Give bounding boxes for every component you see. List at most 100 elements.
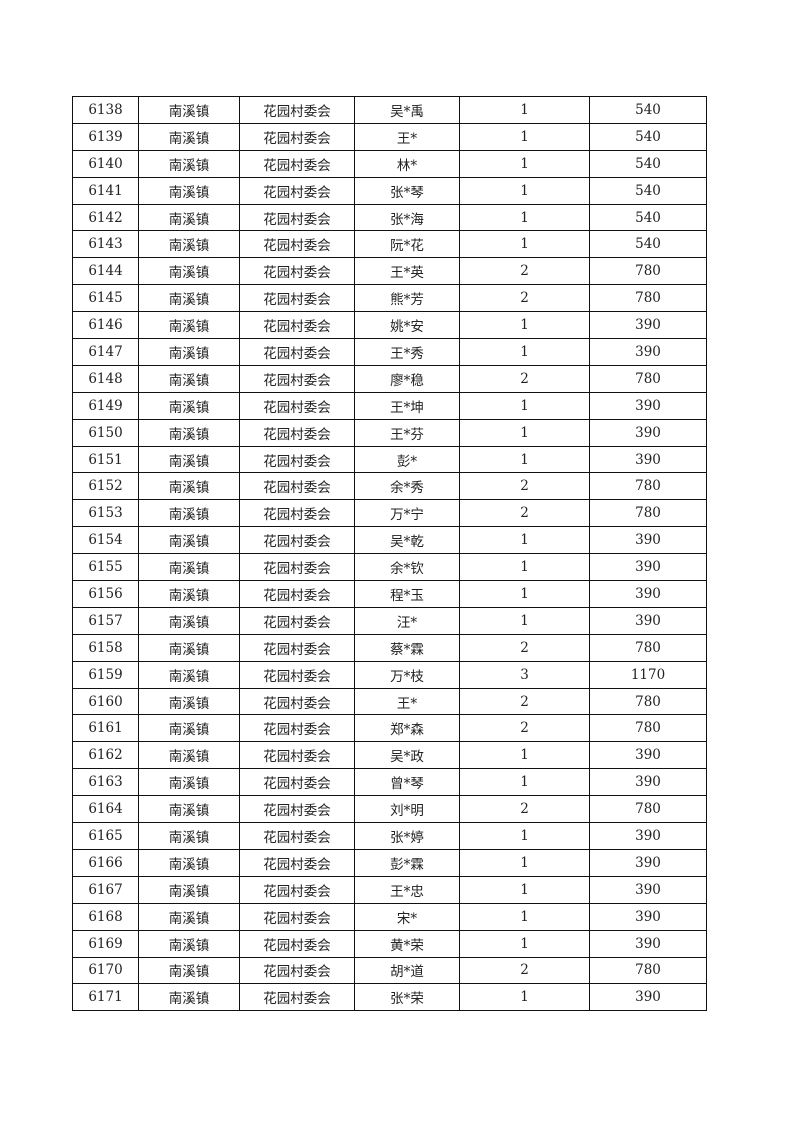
village-committee-cell: 花园村委会 (239, 983, 355, 1012)
person-name-cell: 吴*乾 (354, 526, 460, 555)
amount-cell: 390 (589, 338, 707, 366)
village-committee-cell: 花园村委会 (239, 822, 355, 850)
town-cell: 南溪镇 (138, 633, 240, 662)
town-cell: 南溪镇 (138, 176, 240, 205)
person-name-cell: 阮*花 (354, 230, 460, 259)
household-count-cell: 1 (459, 768, 590, 797)
amount-cell: 780 (589, 284, 707, 313)
household-count-cell: 1 (459, 848, 590, 877)
town-cell: 南溪镇 (138, 848, 240, 877)
table-row: 6169 南溪镇 花园村委会 黄*荣 1 390 (72, 929, 707, 958)
town-cell: 南溪镇 (138, 956, 240, 985)
household-count-cell: 1 (459, 822, 590, 850)
town-cell: 南溪镇 (138, 902, 240, 931)
village-committee-cell: 花园村委会 (239, 553, 355, 582)
town-cell: 南溪镇 (138, 364, 240, 393)
table-row: 6146 南溪镇 花园村委会 姚*安 1 390 (72, 311, 707, 340)
town-cell: 南溪镇 (138, 257, 240, 286)
amount-cell: 540 (589, 149, 707, 178)
village-committee-cell: 花园村委会 (239, 580, 355, 608)
household-count-cell: 1 (459, 230, 590, 259)
village-committee-cell: 花园村委会 (239, 633, 355, 662)
table-row: 6163 南溪镇 花园村委会 曾*琴 1 390 (72, 768, 707, 797)
town-cell: 南溪镇 (138, 418, 240, 447)
table-row: 6153 南溪镇 花园村委会 万*宁 2 780 (72, 499, 707, 528)
village-committee-cell: 花园村委会 (239, 741, 355, 770)
person-name-cell: 王*坤 (354, 391, 460, 420)
table-row: 6139 南溪镇 花园村委会 王* 1 540 (72, 122, 707, 151)
person-name-cell: 余*秀 (354, 472, 460, 501)
village-committee-cell: 花园村委会 (239, 795, 355, 824)
person-name-cell: 黄*荣 (354, 929, 460, 958)
town-cell: 南溪镇 (138, 660, 240, 689)
amount-cell: 390 (589, 580, 707, 608)
table-row: 6161 南溪镇 花园村委会 郑*森 2 780 (72, 714, 707, 743)
table-row: 6162 南溪镇 花园村委会 吴*政 1 390 (72, 741, 707, 770)
person-name-cell: 姚*安 (354, 311, 460, 340)
table-row: 6168 南溪镇 花园村委会 宋* 1 390 (72, 902, 707, 931)
household-count-cell: 2 (459, 364, 590, 393)
row-number-cell: 6168 (72, 902, 139, 931)
amount-cell: 780 (589, 633, 707, 662)
table-row: 6142 南溪镇 花园村委会 张*海 1 540 (72, 203, 707, 232)
person-name-cell: 蔡*霖 (354, 633, 460, 662)
town-cell: 南溪镇 (138, 203, 240, 232)
person-name-cell: 王*秀 (354, 338, 460, 366)
village-committee-cell: 花园村委会 (239, 338, 355, 366)
household-count-cell: 1 (459, 445, 590, 474)
person-name-cell: 王*忠 (354, 875, 460, 904)
amount-cell: 540 (589, 122, 707, 151)
amount-cell: 390 (589, 606, 707, 635)
amount-cell: 780 (589, 795, 707, 824)
table-row: 6164 南溪镇 花园村委会 刘*明 2 780 (72, 795, 707, 824)
table-body: 6138 南溪镇 花园村委会 吴*禹 1 540 6139 南溪镇 花园村委会 王* 1 540 614… (72, 96, 707, 1012)
row-number-cell: 6150 (72, 418, 139, 447)
table-row: 6141 南溪镇 花园村委会 张*琴 1 540 (72, 176, 707, 205)
row-number-cell: 6149 (72, 391, 139, 420)
table-row: 6138 南溪镇 花园村委会 吴*禹 1 540 (72, 96, 707, 124)
village-committee-cell: 花园村委会 (239, 257, 355, 286)
household-count-cell: 1 (459, 526, 590, 555)
household-count-cell: 1 (459, 391, 590, 420)
row-number-cell: 6156 (72, 580, 139, 608)
village-committee-cell: 花园村委会 (239, 714, 355, 743)
town-cell: 南溪镇 (138, 526, 240, 555)
village-committee-cell: 花园村委会 (239, 391, 355, 420)
town-cell: 南溪镇 (138, 230, 240, 259)
amount-cell: 390 (589, 311, 707, 340)
town-cell: 南溪镇 (138, 687, 240, 716)
amount-cell: 390 (589, 902, 707, 931)
amount-cell: 390 (589, 929, 707, 958)
amount-cell: 540 (589, 203, 707, 232)
amount-cell: 390 (589, 875, 707, 904)
household-count-cell: 3 (459, 660, 590, 689)
row-number-cell: 6169 (72, 929, 139, 958)
row-number-cell: 6154 (72, 526, 139, 555)
amount-cell: 780 (589, 687, 707, 716)
town-cell: 南溪镇 (138, 929, 240, 958)
row-number-cell: 6146 (72, 311, 139, 340)
row-number-cell: 6171 (72, 983, 139, 1012)
row-number-cell: 6155 (72, 553, 139, 582)
household-count-cell: 1 (459, 606, 590, 635)
town-cell: 南溪镇 (138, 714, 240, 743)
household-count-cell: 2 (459, 499, 590, 528)
village-committee-cell: 花园村委会 (239, 902, 355, 931)
village-committee-cell: 花园村委会 (239, 230, 355, 259)
household-count-cell: 1 (459, 149, 590, 178)
amount-cell: 1170 (589, 660, 707, 689)
household-count-cell: 1 (459, 418, 590, 447)
town-cell: 南溪镇 (138, 795, 240, 824)
data-table: 6138 南溪镇 花园村委会 吴*禹 1 540 6139 南溪镇 花园村委会 王* 1 540 614… (72, 96, 707, 1012)
person-name-cell: 余*钦 (354, 553, 460, 582)
village-committee-cell: 花园村委会 (239, 526, 355, 555)
table-row: 6140 南溪镇 花园村委会 林* 1 540 (72, 149, 707, 178)
person-name-cell: 郑*森 (354, 714, 460, 743)
table-row: 6159 南溪镇 花园村委会 万*枝 3 1170 (72, 660, 707, 689)
household-count-cell: 1 (459, 96, 590, 124)
household-count-cell: 2 (459, 687, 590, 716)
table-row: 6166 南溪镇 花园村委会 彭*霖 1 390 (72, 848, 707, 877)
amount-cell: 780 (589, 499, 707, 528)
household-count-cell: 1 (459, 176, 590, 205)
village-committee-cell: 花园村委会 (239, 687, 355, 716)
